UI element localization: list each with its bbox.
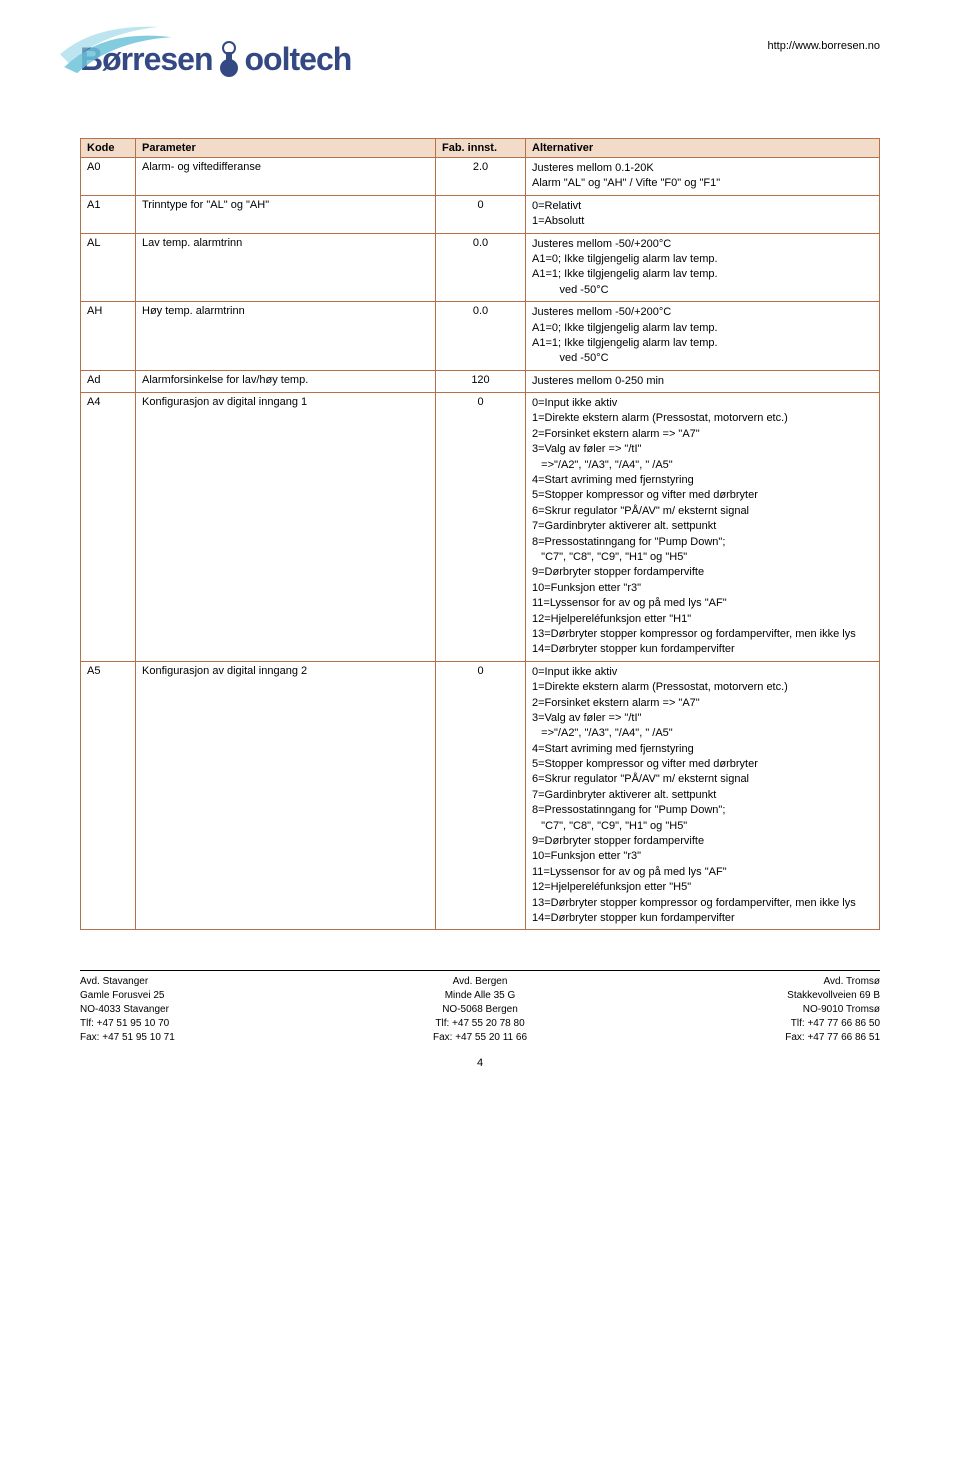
table-row: A1Trinntype for "AL" og "AH"00=Relativt … [81, 195, 880, 233]
cell-code: A0 [81, 158, 136, 196]
cell-code: A4 [81, 393, 136, 662]
cell-param: Konfigurasjon av digital inngang 2 [136, 661, 436, 930]
cell-param: Konfigurasjon av digital inngang 1 [136, 393, 436, 662]
table-row: A5Konfigurasjon av digital inngang 200=I… [81, 661, 880, 930]
cell-param: Høy temp. alarmtrinn [136, 302, 436, 371]
cell-param: Lav temp. alarmtrinn [136, 233, 436, 302]
footer-line: NO-9010 Tromsø [613, 1003, 880, 1017]
cell-code: AL [81, 233, 136, 302]
cell-fab: 0 [436, 661, 526, 930]
footer-line: Minde Alle 35 G [347, 989, 614, 1003]
table-row: AdAlarmforsinkelse for lav/høy temp.120J… [81, 370, 880, 392]
cell-code: A1 [81, 195, 136, 233]
footer-line: NO-5068 Bergen [347, 1003, 614, 1017]
cell-fab: 0.0 [436, 302, 526, 371]
cell-alt: Justeres mellom 0-250 min [526, 370, 880, 392]
footer-line: Fax: +47 77 66 86 51 [613, 1031, 880, 1045]
footer-line: Fax: +47 55 20 11 66 [347, 1031, 614, 1045]
cell-alt: 0=Relativt 1=Absolutt [526, 195, 880, 233]
cell-fab: 120 [436, 370, 526, 392]
table-row: ALLav temp. alarmtrinn0.0Justeres mellom… [81, 233, 880, 302]
cell-alt: 0=Input ikke aktiv 1=Direkte ekstern ala… [526, 393, 880, 662]
cell-param: Trinntype for "AL" og "AH" [136, 195, 436, 233]
cell-code: AH [81, 302, 136, 371]
cell-fab: 0 [436, 195, 526, 233]
logo-text-2: ooltech [245, 41, 352, 78]
cell-fab: 0.0 [436, 233, 526, 302]
footer-line: Avd. Bergen [347, 975, 614, 989]
header-url: http://www.borresen.no [767, 40, 880, 52]
footer-line: Tlf: +47 51 95 10 70 [80, 1017, 347, 1031]
cell-alt: Justeres mellom -50/+200°C A1=0; Ikke ti… [526, 302, 880, 371]
page-number: 4 [80, 1057, 880, 1069]
footer-line: Avd. Tromsø [613, 975, 880, 989]
footer-line: Tlf: +47 77 66 86 50 [613, 1017, 880, 1031]
page-footer: Avd. StavangerGamle Forusvei 25NO-4033 S… [80, 970, 880, 1045]
footer-col-stavanger: Avd. StavangerGamle Forusvei 25NO-4033 S… [80, 975, 347, 1045]
cell-code: Ad [81, 370, 136, 392]
parameter-table: Kode Parameter Fab. innst. Alternativer … [80, 138, 880, 930]
table-header-row: Kode Parameter Fab. innst. Alternativer [81, 139, 880, 158]
th-fab: Fab. innst. [436, 139, 526, 158]
footer-line: Stakkevollveien 69 B [613, 989, 880, 1003]
logo-text-1: Børresen [80, 41, 213, 78]
th-parameter: Parameter [136, 139, 436, 158]
footer-line: NO-4033 Stavanger [80, 1003, 347, 1017]
cell-fab: 2.0 [436, 158, 526, 196]
footer-line: Tlf: +47 55 20 78 80 [347, 1017, 614, 1031]
logo-thermometer-icon [215, 40, 243, 78]
cell-alt: Justeres mellom -50/+200°C A1=0; Ikke ti… [526, 233, 880, 302]
cell-param: Alarm- og viftedifferanse [136, 158, 436, 196]
cell-code: A5 [81, 661, 136, 930]
document-page: Børresen ooltech http://www.borresen.no … [0, 0, 960, 1109]
company-logo: Børresen ooltech [80, 40, 351, 78]
cell-param: Alarmforsinkelse for lav/høy temp. [136, 370, 436, 392]
cell-alt: 0=Input ikke aktiv 1=Direkte ekstern ala… [526, 661, 880, 930]
footer-line: Gamle Forusvei 25 [80, 989, 347, 1003]
footer-line: Fax: +47 51 95 10 71 [80, 1031, 347, 1045]
footer-line: Avd. Stavanger [80, 975, 347, 989]
footer-col-tromso: Avd. TromsøStakkevollveien 69 BNO-9010 T… [613, 975, 880, 1045]
th-kode: Kode [81, 139, 136, 158]
th-alternativer: Alternativer [526, 139, 880, 158]
footer-col-bergen: Avd. BergenMinde Alle 35 GNO-5068 Bergen… [347, 975, 614, 1045]
table-row: A0Alarm- og viftedifferanse2.0Justeres m… [81, 158, 880, 196]
table-row: A4Konfigurasjon av digital inngang 100=I… [81, 393, 880, 662]
cell-alt: Justeres mellom 0.1-20K Alarm "AL" og "A… [526, 158, 880, 196]
table-row: AHHøy temp. alarmtrinn0.0Justeres mellom… [81, 302, 880, 371]
cell-fab: 0 [436, 393, 526, 662]
page-header: Børresen ooltech http://www.borresen.no [80, 40, 880, 78]
